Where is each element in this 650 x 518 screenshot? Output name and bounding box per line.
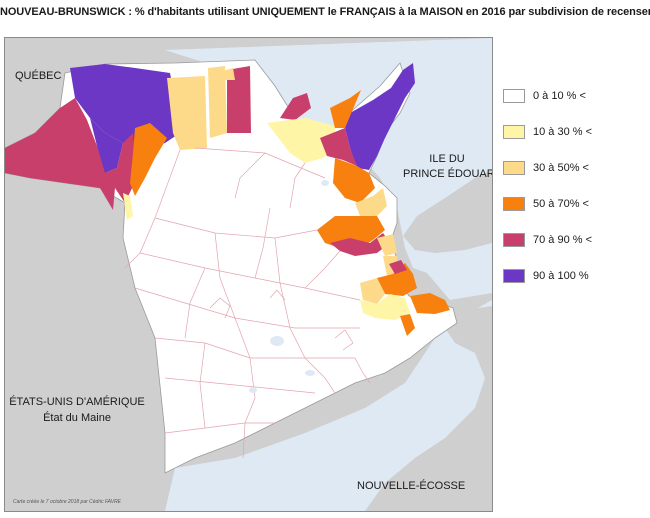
subdivision-bathurst [267, 118, 335, 163]
label-nova-scotia: NOUVELLE-ÉCOSSE [357, 480, 466, 492]
legend-swatch [503, 233, 525, 247]
subdivision-beaubassin [410, 293, 450, 314]
legend-label: 10 à 30 % < [533, 126, 593, 138]
subdivision-kent-a [355, 188, 387, 216]
subdivision-dieppe [360, 294, 410, 320]
subdivision-kent-b [317, 216, 385, 250]
legend-swatch [503, 89, 525, 103]
lakes [249, 180, 329, 393]
legend-label: 50 à 70% < [533, 198, 589, 210]
label-pei-line2: PRINCE ÉDOUARD [403, 168, 493, 180]
subdivision-shediac [377, 263, 417, 296]
subdivision-madawaska [105, 133, 135, 203]
legend-label: 30 à 50% < [533, 162, 589, 174]
subdivision-north-b [208, 66, 227, 138]
subdivision-acadian-peninsula [345, 63, 415, 170]
legend-label: 90 à 100 % [533, 270, 589, 282]
subdivision-boundaries [124, 147, 371, 459]
subdivision-restigouche-a [130, 123, 167, 196]
label-usa-line2: État du Maine [43, 412, 111, 424]
legend-label: 0 à 10 % < [533, 90, 586, 102]
legend-swatch [503, 269, 525, 283]
subdivision-neguac [333, 158, 375, 203]
subdivision-northwest-c [90, 118, 123, 173]
bay-of-fundy [165, 300, 492, 511]
map-credit: Carte créée le 7 octobre 2018 par Cédric… [13, 499, 122, 505]
map-title: NOUVEAU-BRUNSWICK : % d'habitants utilis… [0, 6, 650, 18]
subdivision-moncton [360, 278, 385, 304]
choropleth-map [5, 38, 492, 511]
legend-label: 70 à 90 % < [533, 234, 593, 246]
subdivision-kent-c [330, 233, 390, 256]
legend-swatch [503, 197, 525, 211]
subdivision-restigouche-b [123, 193, 133, 220]
subdivision-north-c [227, 66, 251, 133]
map-panel: QUÉBEC ILE DU PRINCE ÉDOUARD ÉTATS-UNIS … [4, 37, 493, 512]
legend-swatch [503, 125, 525, 139]
subdivision-kent-d [377, 234, 397, 256]
subdivision-memramcook [400, 314, 415, 336]
nova-scotia [365, 306, 492, 511]
subdivision-shippagan [320, 128, 357, 166]
label-quebec: QUÉBEC [15, 70, 62, 82]
subdivision-north-e [280, 93, 311, 120]
subdivision-north-d [217, 68, 235, 80]
legend-swatch [503, 161, 525, 175]
label-pei-line1: ILE DU [429, 153, 465, 165]
subdivision-cap-pele [389, 260, 407, 274]
subdivision-north-a [167, 76, 207, 150]
prince-edward-island [403, 170, 492, 253]
subdivision-northwest-a [5, 98, 115, 210]
label-usa-line1: ÉTATS-UNIS D'AMÉRIQUE [9, 396, 145, 408]
subdivisions [5, 63, 450, 336]
subdivision-tracadie [330, 90, 361, 128]
